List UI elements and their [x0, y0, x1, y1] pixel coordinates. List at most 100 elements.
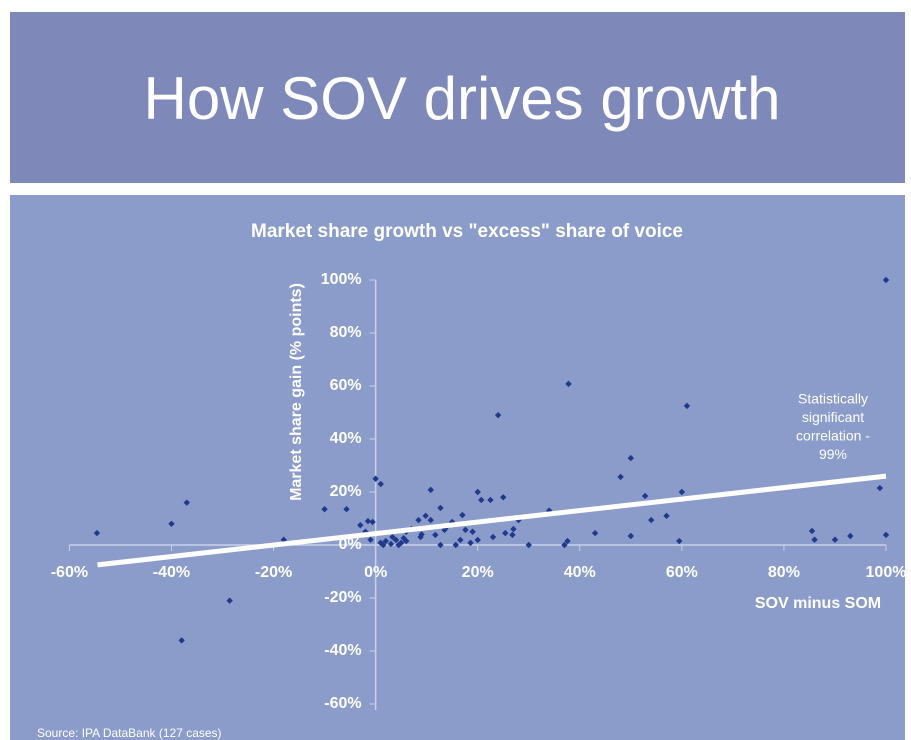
point	[876, 484, 884, 492]
point	[392, 536, 400, 544]
point	[417, 533, 424, 541]
point	[678, 488, 686, 496]
point	[882, 531, 890, 539]
x-tick-label: 40%	[564, 564, 596, 581]
point	[489, 533, 497, 541]
point	[808, 527, 816, 535]
point	[811, 536, 818, 543]
point	[437, 504, 444, 512]
point	[591, 529, 599, 537]
y-tick-label: 100%	[321, 271, 362, 288]
point	[168, 520, 175, 527]
y-tick-label: -60%	[324, 695, 361, 712]
x-tick-label: -20%	[255, 564, 292, 581]
chart-panel	[10, 195, 905, 740]
point	[178, 637, 185, 644]
y-tick-label: -20%	[324, 589, 361, 606]
annotation: Statistically	[798, 391, 868, 407]
y-tick-label: 80%	[330, 324, 362, 341]
x-axis-label: SOV minus SOM	[755, 595, 881, 612]
point	[627, 532, 635, 540]
point	[474, 488, 481, 496]
point	[387, 540, 395, 548]
point	[676, 537, 683, 545]
point	[432, 531, 439, 539]
point	[183, 499, 190, 506]
point	[377, 480, 384, 488]
x-tick-label: 0%	[364, 564, 387, 581]
x-tick-label: 80%	[768, 564, 800, 581]
point	[357, 521, 364, 529]
x-tick-label: -60%	[51, 564, 88, 581]
point	[448, 518, 456, 526]
point	[226, 597, 233, 604]
point	[382, 537, 390, 545]
point	[380, 541, 387, 549]
trendline	[97, 473, 887, 568]
point	[627, 454, 635, 462]
point	[641, 492, 649, 500]
x-tick-label: 20%	[462, 564, 494, 581]
point	[343, 506, 350, 513]
point	[367, 536, 374, 543]
point	[510, 525, 517, 533]
point	[422, 512, 429, 520]
point	[403, 537, 410, 545]
source: Source: IPA DataBank (127 cases)	[37, 726, 222, 740]
slide-title: How SOV drives growth	[144, 65, 781, 132]
point	[500, 494, 507, 501]
y-tick-label: -40%	[324, 642, 361, 659]
x-tick-label: 60%	[666, 564, 698, 581]
point	[617, 473, 624, 481]
y-axis-label: Market share gain (% points)	[288, 283, 305, 501]
point	[515, 516, 522, 524]
point	[369, 518, 376, 526]
point	[648, 516, 655, 524]
point	[452, 541, 459, 549]
point	[321, 506, 328, 513]
point	[395, 541, 402, 549]
point	[494, 411, 502, 419]
point	[663, 512, 670, 520]
point	[462, 526, 469, 534]
point	[487, 496, 494, 504]
point	[467, 539, 474, 547]
point	[389, 533, 396, 541]
point	[372, 475, 379, 482]
point	[545, 507, 553, 514]
point	[561, 541, 568, 549]
point	[280, 536, 287, 543]
annotation: 99%	[819, 446, 847, 462]
y-tick-label: 60%	[330, 377, 362, 394]
point	[509, 531, 516, 539]
point	[565, 380, 572, 388]
point	[502, 529, 509, 537]
point	[459, 511, 466, 519]
y-tick-label: 40%	[330, 430, 362, 447]
chart-title: Market share growth vs "excess" share of…	[251, 221, 683, 242]
point	[683, 402, 691, 410]
point	[882, 276, 890, 284]
y-tick-label: 20%	[330, 483, 362, 500]
point	[418, 531, 425, 538]
point	[415, 516, 422, 524]
point	[478, 496, 485, 504]
point	[441, 526, 448, 534]
annotation: correlation -	[796, 428, 870, 444]
point	[93, 529, 101, 537]
x-tick-label: -40%	[153, 564, 190, 581]
y-tick-label: 0%	[339, 536, 362, 553]
point	[437, 541, 444, 549]
point	[469, 528, 476, 535]
point	[400, 534, 407, 542]
point	[564, 537, 571, 545]
point	[831, 536, 839, 543]
point	[474, 536, 481, 544]
point	[427, 516, 434, 524]
point	[847, 532, 854, 540]
annotation: significant	[802, 409, 864, 425]
point	[427, 486, 434, 494]
x-tick-label: 100%	[866, 564, 907, 581]
